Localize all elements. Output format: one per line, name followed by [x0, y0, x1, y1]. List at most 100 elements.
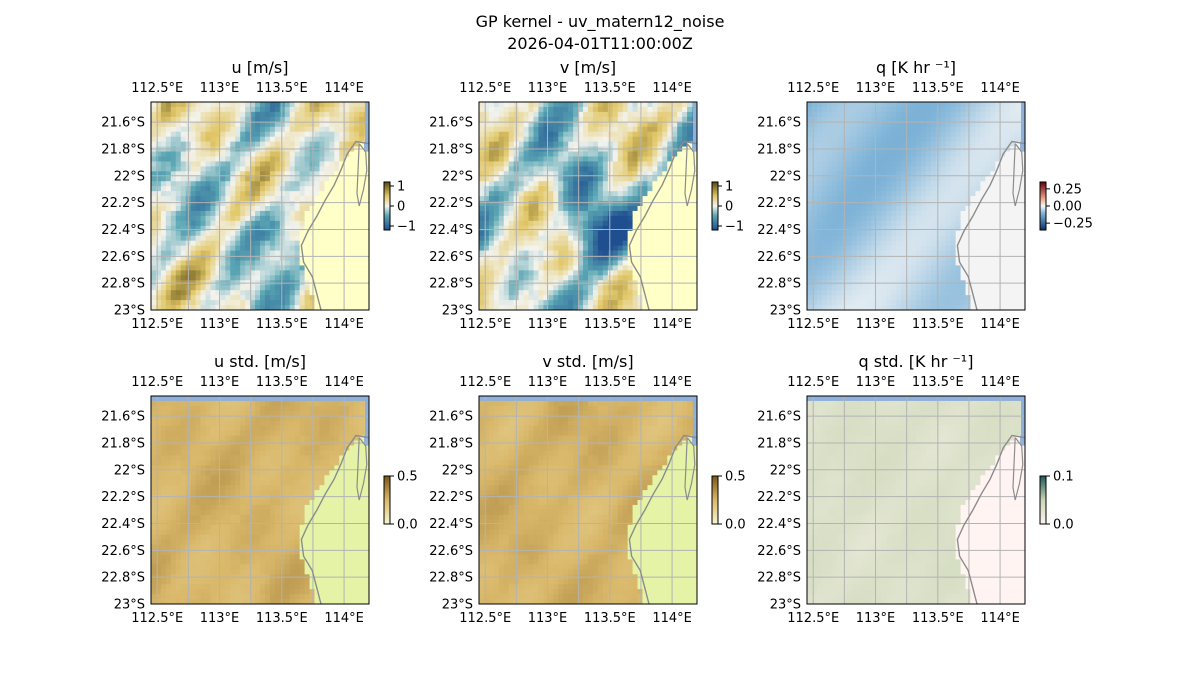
heat-cell	[304, 245, 310, 251]
heat-cell	[344, 136, 350, 143]
heat-cell	[334, 111, 340, 118]
heat-cell	[960, 181, 966, 187]
heat-cell	[210, 131, 216, 138]
heat-cell	[260, 290, 266, 296]
heat-cell	[637, 106, 643, 113]
heat-cell	[807, 121, 813, 128]
heat-cell	[235, 106, 241, 113]
heat-cell	[289, 116, 296, 123]
heat-cell	[503, 260, 510, 266]
heat-cell	[175, 300, 182, 306]
heat-cell	[647, 265, 653, 271]
heat-cell	[588, 116, 594, 123]
heat-cell	[324, 300, 330, 306]
heat-cell	[940, 186, 947, 192]
heat-cell	[250, 191, 256, 197]
heat-cell	[831, 102, 838, 108]
heat-cell	[826, 161, 833, 167]
heat-cell	[642, 131, 648, 138]
heat-cell	[250, 186, 256, 192]
heat-cell	[304, 285, 310, 291]
heat-cell	[1000, 131, 1006, 138]
heat-cell	[816, 191, 823, 197]
heat-cell	[160, 121, 167, 128]
heat-cell	[975, 102, 981, 108]
heat-cell	[284, 161, 291, 167]
heat-cell	[543, 295, 549, 301]
heat-cell	[548, 201, 554, 207]
heat-cell	[503, 235, 510, 242]
heat-cell	[642, 116, 648, 123]
heat-cell	[210, 225, 216, 232]
heat-cell	[309, 201, 315, 207]
heat-cell	[215, 161, 221, 167]
heat-cell	[1015, 215, 1021, 222]
heat-cell	[170, 215, 177, 222]
heat-cell	[980, 141, 986, 147]
heat-cell	[945, 210, 952, 217]
heat-cell	[508, 161, 515, 167]
heat-cell	[642, 151, 648, 157]
heat-cell	[245, 121, 251, 128]
heat-cell	[269, 102, 276, 108]
heat-cell	[622, 235, 629, 242]
heat-cell	[220, 230, 226, 237]
heat-cell	[240, 176, 246, 182]
heat-cell	[503, 156, 510, 162]
heat-cell	[155, 161, 162, 167]
heat-cell	[279, 270, 286, 276]
heat-cell	[225, 201, 231, 207]
heat-cell	[220, 305, 226, 311]
heat-cell	[349, 186, 355, 192]
heat-cell	[846, 106, 852, 113]
heat-cell	[235, 285, 241, 291]
heat-cell	[960, 131, 966, 138]
heat-cell	[230, 230, 236, 237]
x-tick-label-bottom: 112.5°E	[131, 317, 183, 332]
heat-cell	[518, 305, 524, 311]
heat-cell	[831, 136, 838, 143]
heat-cell	[195, 196, 201, 202]
heat-cell	[930, 225, 937, 232]
heat-cell	[632, 156, 638, 162]
heat-cell	[523, 121, 529, 128]
heat-cell	[488, 186, 495, 192]
heat-cell	[269, 106, 276, 113]
heat-cell	[876, 225, 882, 232]
heat-cell	[319, 230, 325, 237]
heat-cell	[250, 181, 256, 187]
heat-cell	[498, 265, 505, 271]
heat-cell	[821, 136, 828, 143]
heat-cell	[210, 171, 216, 177]
heat-cell	[573, 181, 579, 187]
heat-cell	[807, 171, 813, 177]
heat-cell	[930, 206, 937, 212]
heat-cell	[483, 285, 490, 291]
heat-cell	[260, 206, 266, 212]
heat-cell	[359, 121, 365, 128]
heat-cell	[563, 181, 569, 187]
heat-cell	[970, 215, 976, 222]
heat-cell	[861, 116, 867, 123]
heat-cell	[657, 225, 663, 232]
heat-cell	[205, 265, 211, 271]
heat-cell	[294, 240, 301, 247]
heat-cell	[657, 270, 663, 276]
heat-cell	[622, 245, 629, 251]
heat-cell	[1010, 106, 1016, 113]
heat-cell	[1005, 206, 1011, 212]
heat-cell	[980, 225, 986, 232]
heat-cell	[896, 106, 902, 113]
heat-cell	[334, 295, 340, 301]
heat-cell	[945, 106, 952, 113]
heat-cell	[508, 240, 515, 247]
heat-cell	[975, 156, 981, 162]
heat-cell	[1005, 171, 1011, 177]
heat-cell	[637, 245, 643, 251]
heat-cell	[558, 295, 564, 301]
heat-cell	[508, 141, 515, 147]
heat-cell	[289, 210, 296, 217]
heat-cell	[896, 201, 902, 207]
heat-cell	[493, 196, 500, 202]
heat-cell	[990, 121, 996, 128]
